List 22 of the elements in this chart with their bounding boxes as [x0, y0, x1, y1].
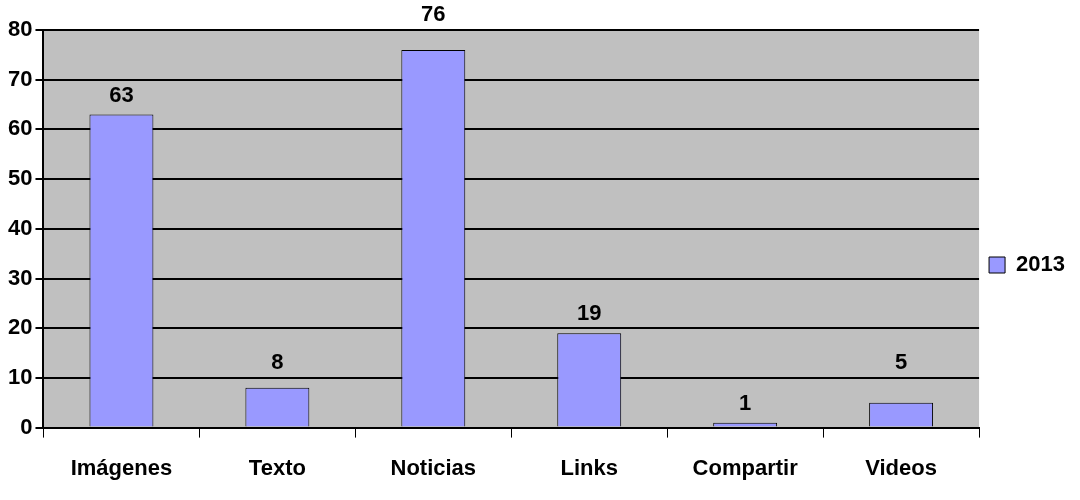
data-label: 1: [739, 389, 752, 415]
x-tick-label: Texto: [248, 454, 306, 480]
y-tick-label: 60: [7, 115, 33, 141]
data-label: 76: [421, 1, 446, 27]
y-tick-label: 10: [7, 363, 33, 389]
y-tick-label: 70: [7, 65, 33, 91]
x-tick-label: Videos: [865, 454, 937, 480]
x-tick-label: Links: [560, 454, 618, 480]
y-tick-label: 80: [7, 16, 33, 42]
data-label: 63: [109, 81, 134, 107]
legend-label: 2013: [1016, 251, 1066, 277]
y-tick-label: 20: [7, 314, 33, 340]
y-tick-label: 40: [7, 214, 33, 240]
data-label: 5: [894, 348, 908, 374]
x-tick-label: Noticias: [390, 454, 477, 480]
data-label: 19: [576, 300, 602, 326]
y-tick-label: 30: [7, 264, 33, 290]
y-tick-label: 0: [20, 413, 33, 439]
y-tick-label: 50: [7, 165, 33, 191]
x-tick-label: Compartir: [692, 454, 799, 480]
data-label: 8: [271, 348, 284, 374]
x-tick-label: Imágenes: [70, 454, 173, 480]
